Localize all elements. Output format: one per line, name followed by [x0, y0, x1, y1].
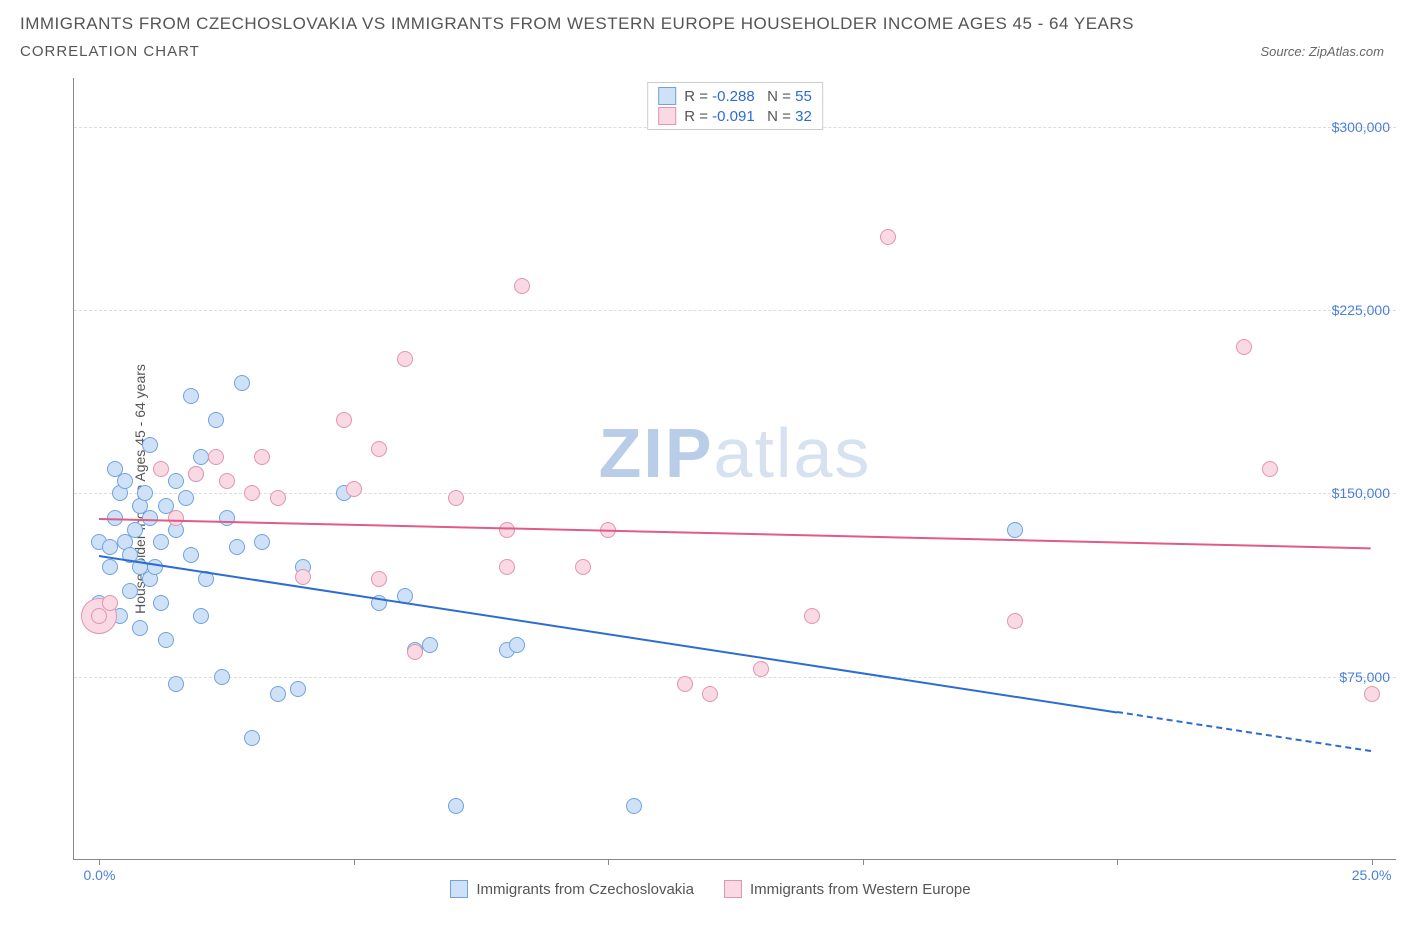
legend-stat-row: R = -0.288 N = 55	[658, 87, 812, 105]
legend-series-label: Immigrants from Western Europe	[750, 881, 971, 898]
scatter-point	[509, 637, 525, 653]
scatter-point	[244, 730, 260, 746]
scatter-point	[122, 583, 138, 599]
scatter-point	[448, 798, 464, 814]
scatter-point	[168, 473, 184, 489]
scatter-point	[193, 449, 209, 465]
gridline-h	[74, 677, 1396, 678]
scatter-point	[499, 522, 515, 538]
scatter-point	[1236, 339, 1252, 355]
scatter-point	[514, 278, 530, 294]
x-tick	[608, 859, 609, 865]
scatter-point	[753, 661, 769, 677]
legend-series-item: Immigrants from Western Europe	[724, 880, 971, 898]
scatter-point	[102, 559, 118, 575]
source-attribution: Source: ZipAtlas.com	[1260, 44, 1384, 59]
scatter-point	[880, 229, 896, 245]
scatter-point	[336, 412, 352, 428]
scatter-point	[229, 539, 245, 555]
scatter-point	[193, 608, 209, 624]
y-tick-label: $75,000	[1339, 669, 1390, 685]
scatter-point	[407, 644, 423, 660]
scatter-point	[208, 412, 224, 428]
scatter-point	[254, 449, 270, 465]
scatter-point	[102, 539, 118, 555]
legend-swatch	[658, 107, 676, 125]
scatter-point	[270, 490, 286, 506]
legend-series-item: Immigrants from Czechoslovakia	[450, 880, 694, 898]
scatter-point	[1007, 522, 1023, 538]
scatter-point	[142, 437, 158, 453]
scatter-point	[270, 686, 286, 702]
watermark: ZIPatlas	[599, 413, 872, 493]
scatter-point	[153, 534, 169, 550]
x-tick	[1372, 859, 1373, 865]
scatter-point	[219, 473, 235, 489]
legend-series: Immigrants from Czechoslovakia Immigrants…	[25, 880, 1396, 898]
scatter-point	[219, 510, 235, 526]
scatter-point	[153, 461, 169, 477]
scatter-point	[1262, 461, 1278, 477]
scatter-point	[188, 466, 204, 482]
chart-subtitle: CORRELATION CHART	[20, 43, 1386, 60]
scatter-point	[244, 485, 260, 501]
scatter-point	[234, 375, 250, 391]
legend-series-label: Immigrants from Czechoslovakia	[476, 881, 694, 898]
scatter-point	[142, 510, 158, 526]
scatter-point	[117, 473, 133, 489]
scatter-point	[183, 547, 199, 563]
scatter-point	[1364, 686, 1380, 702]
scatter-point	[132, 620, 148, 636]
scatter-point	[168, 676, 184, 692]
trendline	[99, 555, 1117, 713]
scatter-point	[158, 632, 174, 648]
scatter-point	[295, 569, 311, 585]
x-tick	[863, 859, 864, 865]
y-tick-label: $300,000	[1332, 119, 1390, 135]
plot-region: ZIPatlas R = -0.288 N = 55 R = -0.091 N =…	[73, 78, 1396, 860]
scatter-point	[397, 351, 413, 367]
scatter-point	[127, 522, 143, 538]
scatter-point	[290, 681, 306, 697]
y-tick-label: $225,000	[1332, 302, 1390, 318]
scatter-point	[102, 595, 118, 611]
scatter-point	[626, 798, 642, 814]
trendline-extrapolated	[1117, 711, 1372, 752]
scatter-point	[178, 490, 194, 506]
legend-swatch	[724, 880, 742, 898]
legend-swatch	[658, 87, 676, 105]
scatter-point	[153, 595, 169, 611]
scatter-point	[168, 510, 184, 526]
legend-stat-text: R = -0.288 N = 55	[684, 88, 812, 105]
chart-area: Householder Income Ages 45 - 64 years ZI…	[25, 78, 1396, 900]
scatter-point	[371, 441, 387, 457]
legend-stat-row: R = -0.091 N = 32	[658, 107, 812, 125]
scatter-point	[254, 534, 270, 550]
scatter-point	[137, 485, 153, 501]
scatter-point	[575, 559, 591, 575]
legend-stats: R = -0.288 N = 55 R = -0.091 N = 32	[647, 82, 823, 130]
trendline	[99, 518, 1371, 549]
scatter-point	[422, 637, 438, 653]
scatter-point	[702, 686, 718, 702]
scatter-point	[1007, 613, 1023, 629]
x-tick	[354, 859, 355, 865]
scatter-point	[499, 559, 515, 575]
scatter-point	[346, 481, 362, 497]
scatter-point	[371, 571, 387, 587]
scatter-point	[208, 449, 224, 465]
gridline-h	[74, 310, 1396, 311]
x-tick	[99, 859, 100, 865]
scatter-point	[147, 559, 163, 575]
scatter-point	[448, 490, 464, 506]
x-tick	[1117, 859, 1118, 865]
y-tick-label: $150,000	[1332, 485, 1390, 501]
legend-swatch	[450, 880, 468, 898]
scatter-point	[183, 388, 199, 404]
chart-title: IMMIGRANTS FROM CZECHOSLOVAKIA VS IMMIGR…	[20, 10, 1386, 37]
legend-stat-text: R = -0.091 N = 32	[684, 108, 812, 125]
scatter-point	[677, 676, 693, 692]
scatter-point	[214, 669, 230, 685]
scatter-point	[804, 608, 820, 624]
